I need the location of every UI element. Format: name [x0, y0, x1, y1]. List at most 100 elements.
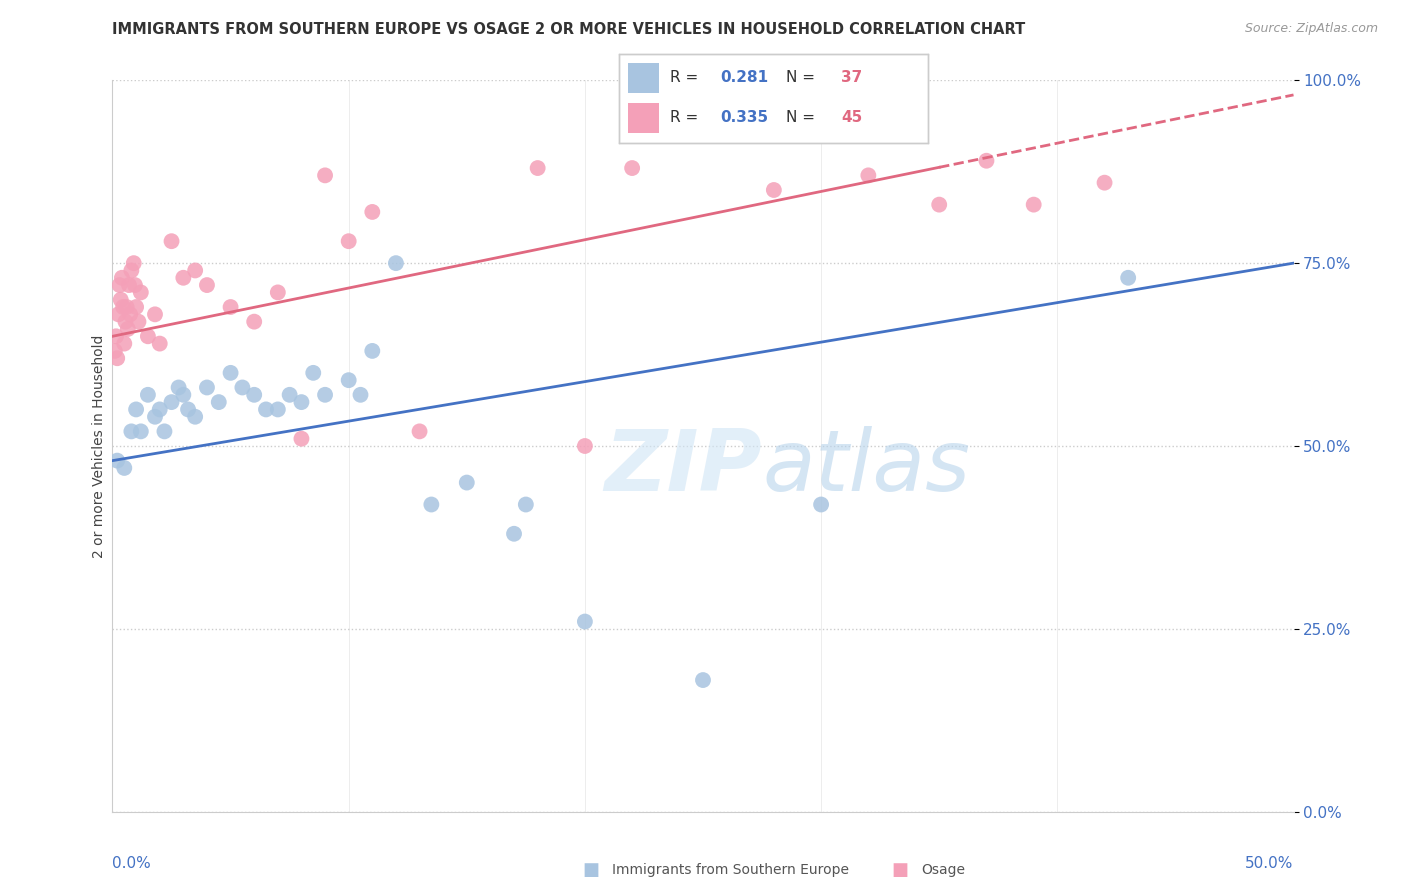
- Point: [290, 432, 312, 446]
- Point: [1022, 197, 1045, 211]
- Point: [314, 169, 336, 183]
- Text: 50.0%: 50.0%: [1246, 855, 1294, 871]
- Point: [976, 153, 998, 168]
- Point: [420, 498, 443, 512]
- Point: [107, 307, 129, 321]
- Bar: [628, 63, 659, 93]
- Text: N =: N =: [786, 111, 820, 125]
- Y-axis label: 2 or more Vehicles in Household: 2 or more Vehicles in Household: [91, 334, 105, 558]
- Point: [278, 388, 301, 402]
- Point: [110, 293, 132, 307]
- Point: [120, 425, 142, 439]
- Point: [143, 307, 166, 321]
- Point: [456, 475, 478, 490]
- Point: [208, 395, 231, 409]
- Point: [125, 402, 148, 417]
- Point: [361, 205, 384, 219]
- Point: [928, 197, 950, 211]
- Point: [574, 615, 596, 629]
- Point: [177, 402, 200, 417]
- Point: [1116, 270, 1139, 285]
- Text: ■: ■: [891, 861, 908, 879]
- Point: [149, 336, 172, 351]
- Point: [112, 336, 135, 351]
- Text: 0.0%: 0.0%: [112, 855, 152, 871]
- Point: [111, 270, 134, 285]
- Text: R =: R =: [669, 111, 703, 125]
- Point: [349, 388, 371, 402]
- Point: [692, 124, 714, 138]
- Point: [143, 409, 166, 424]
- Point: [120, 263, 142, 277]
- Point: [184, 409, 207, 424]
- Point: [762, 183, 785, 197]
- Point: [243, 315, 266, 329]
- Point: [1094, 176, 1116, 190]
- Point: [195, 278, 218, 293]
- Point: [337, 373, 360, 387]
- Point: [115, 300, 138, 314]
- Point: [105, 453, 128, 467]
- Point: [160, 234, 183, 248]
- Point: [254, 402, 277, 417]
- Point: [810, 498, 832, 512]
- Point: [160, 395, 183, 409]
- Point: [385, 256, 408, 270]
- Text: Osage: Osage: [921, 863, 965, 877]
- Text: 0.281: 0.281: [721, 70, 769, 85]
- Point: [184, 263, 207, 277]
- Point: [526, 161, 548, 175]
- Point: [112, 300, 135, 314]
- Bar: [628, 103, 659, 133]
- Point: [195, 380, 218, 394]
- Point: [117, 322, 139, 336]
- Point: [108, 278, 131, 293]
- Point: [149, 402, 172, 417]
- Text: 37: 37: [841, 70, 863, 85]
- Point: [337, 234, 360, 248]
- Text: Immigrants from Southern Europe: Immigrants from Southern Europe: [612, 863, 849, 877]
- Point: [267, 285, 290, 300]
- Point: [124, 278, 146, 293]
- Point: [290, 395, 312, 409]
- Text: ■: ■: [582, 861, 599, 879]
- Point: [314, 388, 336, 402]
- Text: IMMIGRANTS FROM SOUTHERN EUROPE VS OSAGE 2 OR MORE VEHICLES IN HOUSEHOLD CORRELA: IMMIGRANTS FROM SOUTHERN EUROPE VS OSAGE…: [112, 22, 1026, 37]
- Text: ZIP: ZIP: [605, 426, 762, 509]
- Point: [574, 439, 596, 453]
- Point: [136, 388, 159, 402]
- Point: [127, 315, 149, 329]
- Point: [219, 300, 242, 314]
- Point: [408, 425, 430, 439]
- Point: [172, 270, 194, 285]
- Text: 0.335: 0.335: [721, 111, 769, 125]
- Point: [621, 161, 644, 175]
- Point: [105, 329, 128, 343]
- Point: [118, 278, 141, 293]
- Point: [302, 366, 325, 380]
- Point: [858, 169, 880, 183]
- Point: [267, 402, 290, 417]
- Point: [361, 343, 384, 358]
- Text: atlas: atlas: [762, 426, 970, 509]
- Point: [231, 380, 253, 394]
- Text: R =: R =: [669, 70, 703, 85]
- Point: [515, 498, 537, 512]
- Point: [136, 329, 159, 343]
- Text: Source: ZipAtlas.com: Source: ZipAtlas.com: [1244, 22, 1378, 36]
- Point: [114, 315, 136, 329]
- Point: [172, 388, 194, 402]
- Point: [104, 343, 127, 358]
- Point: [243, 388, 266, 402]
- Point: [122, 256, 145, 270]
- Point: [153, 425, 176, 439]
- Point: [129, 425, 152, 439]
- Point: [120, 307, 142, 321]
- Point: [503, 526, 526, 541]
- Point: [219, 366, 242, 380]
- Point: [129, 285, 152, 300]
- Point: [692, 673, 714, 687]
- Point: [125, 300, 148, 314]
- Point: [167, 380, 190, 394]
- Text: 45: 45: [841, 111, 863, 125]
